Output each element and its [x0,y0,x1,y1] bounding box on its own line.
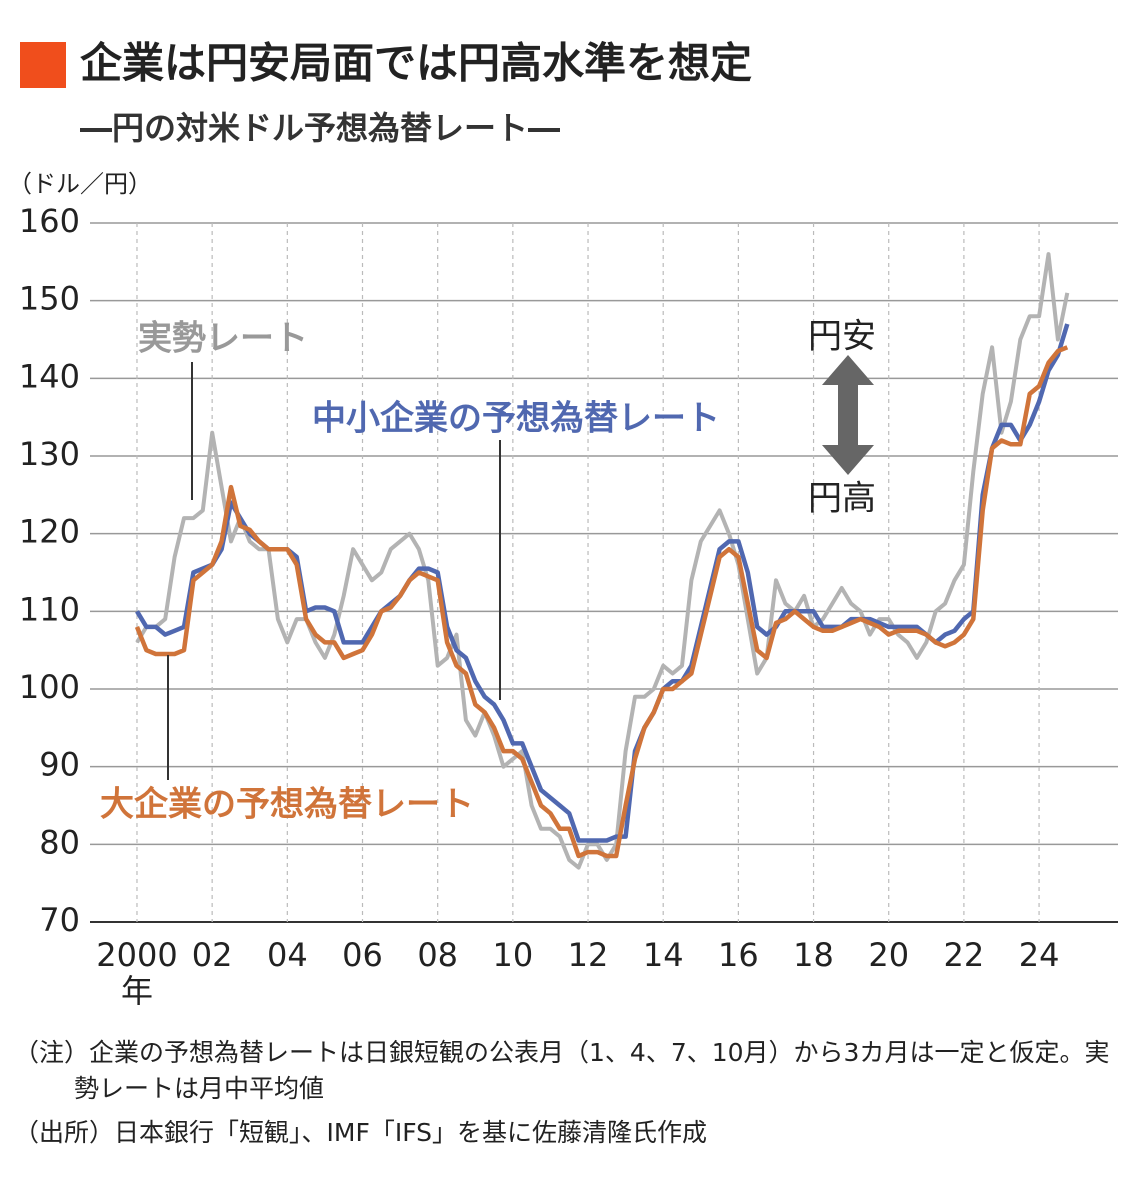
x-tick-label: 24 [1019,936,1060,974]
annotation: 円安 [808,317,876,357]
chart: 企業は円安局面では円高水準を想定 ―円の対米ドル予想為替レート― （ドル／円） … [8,39,1118,1010]
x-tick-label: 18 [793,936,834,974]
x-tick-label: 10 [492,936,533,974]
y-tick-label: 70 [39,901,80,939]
chart-title: 企業は円安局面では円高水準を想定 [80,39,752,88]
y-tick-label: 160 [19,202,80,240]
x-tick-label: 2000 [96,936,177,974]
x-tick-label: 16 [718,936,759,974]
x-tick-label: 20 [868,936,909,974]
y-tick-label: 90 [39,746,80,784]
y-tick-label: 130 [19,435,80,473]
x-tick-label: 12 [568,936,609,974]
x-tick-label: 04 [267,936,308,974]
source: （出所）日本銀行「短観」、IMF「IFS」を基に佐藤清隆氏作成 [14,1118,708,1147]
note: （注）企業の予想為替レートは日銀短観の公表月（1、4、7、10月）から3カ月は一… [14,1038,1110,1103]
series-label: 中小企業の予想為替レート [312,399,720,439]
chart-subtitle: ―円の対米ドル予想為替レート― [80,109,560,147]
x-tick-label: 02 [192,936,233,974]
x-unit: 年 [121,972,153,1010]
annotation: 円高 [808,479,876,519]
y-tick-label: 100 [19,668,80,706]
series-label: 実勢レート [138,319,308,359]
y-tick-label: 120 [19,513,80,551]
y-tick-label: 140 [19,357,80,395]
x-tick-label: 06 [342,936,383,974]
x-tick-label: 14 [643,936,684,974]
direction-arrow [822,355,874,475]
y-tick-label: 150 [19,280,80,318]
x-tick-label: 22 [944,936,985,974]
series-label: 大企業の予想為替レート [100,785,474,825]
y-tick-label: 80 [39,823,80,861]
series-line [134,345,1069,859]
y-tick-label: 110 [19,590,80,628]
x-tick-label: 08 [417,936,458,974]
title-marker [20,42,66,88]
y-unit: （ドル／円） [8,170,152,198]
